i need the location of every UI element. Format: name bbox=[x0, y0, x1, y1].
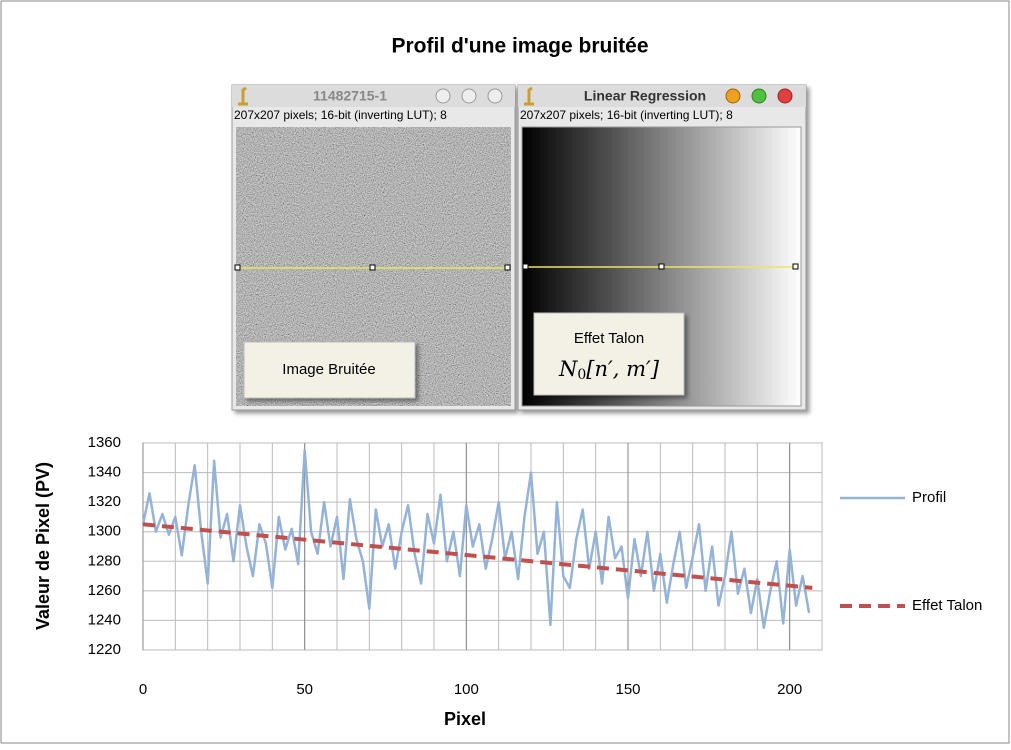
icon bbox=[524, 86, 534, 106]
handle bbox=[234, 264, 241, 271]
handle bbox=[658, 263, 665, 270]
window-button[interactable] bbox=[435, 88, 451, 104]
x-tick-label: 0 bbox=[139, 681, 147, 698]
y-tick-label: 1320 bbox=[88, 493, 121, 510]
x-tick-label: 100 bbox=[454, 681, 479, 698]
series-line bbox=[141, 449, 811, 630]
handle bbox=[369, 264, 376, 271]
x-tick-label: 150 bbox=[615, 681, 640, 698]
window-info: 207x207 pixels; 16-bit (inverting LUT); … bbox=[234, 108, 447, 122]
label-box bbox=[243, 341, 416, 399]
y-tick-label: 1260 bbox=[88, 582, 121, 599]
y-tick-label: 1240 bbox=[88, 611, 121, 628]
label-box bbox=[533, 312, 685, 396]
icon bbox=[238, 86, 248, 106]
image-window: Linear Regression 207x207 pixels; 16-bit… bbox=[517, 84, 807, 411]
formula: N0[n′, m′] bbox=[558, 357, 660, 384]
series-line bbox=[142, 522, 813, 590]
y-tick-label: 1280 bbox=[88, 552, 121, 569]
image-label: Effet Talon bbox=[574, 330, 644, 347]
chart-title: Profil d'une image bruitée bbox=[391, 35, 648, 58]
x-axis-label: Pixel bbox=[444, 709, 486, 729]
image-window: 11482715-1 207x207 pixels; 16-bit (inver… bbox=[231, 84, 516, 411]
window-title: Linear Regression bbox=[584, 88, 706, 104]
formula-sub: 0 bbox=[577, 367, 586, 383]
window-button[interactable] bbox=[725, 88, 741, 104]
y-axis-label: Valeur de Pixel (PV) bbox=[33, 462, 53, 630]
x-tick-label: 50 bbox=[296, 681, 313, 698]
y-tick-label: 1340 bbox=[88, 464, 121, 481]
window-button[interactable] bbox=[751, 88, 767, 104]
formula-base: N bbox=[558, 357, 578, 381]
handle bbox=[792, 263, 799, 270]
window-title: 11482715-1 bbox=[313, 88, 387, 104]
x-tick-label: 200 bbox=[777, 681, 802, 698]
window-info: 207x207 pixels; 16-bit (inverting LUT); … bbox=[520, 108, 733, 122]
y-tick-label: 1220 bbox=[88, 641, 121, 658]
window-button[interactable] bbox=[777, 88, 793, 104]
y-tick-label: 1300 bbox=[88, 523, 121, 540]
handle bbox=[504, 264, 511, 271]
legend-label: Effet Talon bbox=[912, 597, 982, 614]
formula-args: [n′, m′] bbox=[586, 357, 660, 381]
legend-label: Profil bbox=[912, 489, 946, 506]
handle bbox=[522, 263, 529, 270]
window-button[interactable] bbox=[487, 88, 503, 104]
image-label: Image Bruitée bbox=[282, 361, 375, 378]
y-tick-label: 1360 bbox=[88, 434, 121, 451]
window-button[interactable] bbox=[461, 88, 477, 104]
